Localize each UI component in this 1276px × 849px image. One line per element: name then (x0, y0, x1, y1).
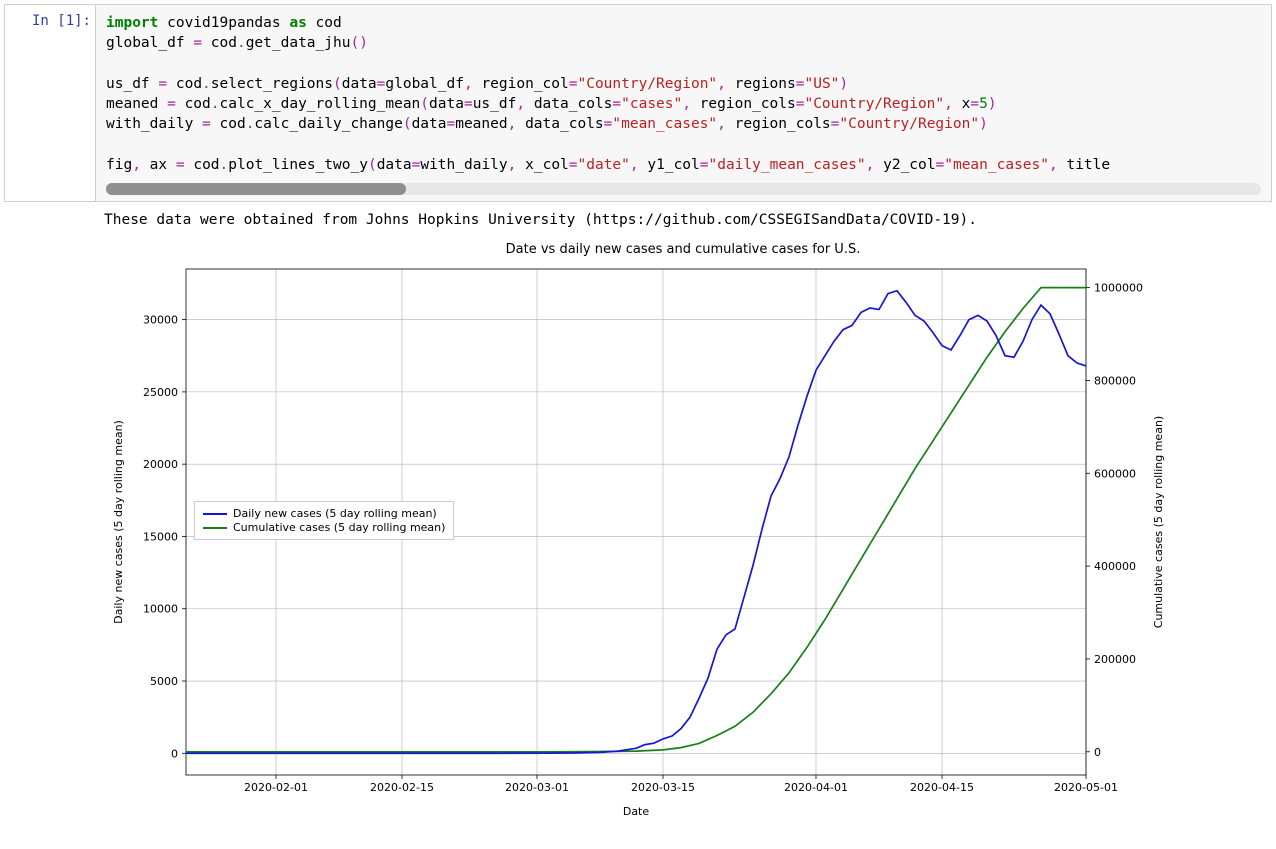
svg-text:15000: 15000 (143, 531, 178, 544)
output-text-area: These data were obtained from Johns Hopk… (4, 206, 1272, 234)
x-axis-label: Date (623, 805, 650, 818)
plot-container: 2020-02-01 2020-02-15 2020-03-01 2020-03-15… (104, 261, 1174, 821)
svg-text:5000: 5000 (150, 675, 178, 688)
input-prompt: In [1]: (5, 5, 95, 201)
y1-axis-label: Daily new cases (5 day rolling mean) (112, 421, 125, 625)
svg-text:0: 0 (171, 748, 178, 761)
legend: Daily new cases (5 day rolling mean)Cumu… (194, 501, 454, 540)
svg-text:1000000: 1000000 (1094, 282, 1143, 295)
output-text: These data were obtained from Johns Hopk… (94, 206, 1272, 234)
svg-text:0: 0 (1094, 746, 1101, 759)
svg-text:800000: 800000 (1094, 375, 1136, 388)
legend-label: Daily new cases (5 day rolling mean) (233, 507, 437, 520)
code-input-area[interactable]: import covid19pandas as cod global_df = … (95, 5, 1271, 201)
svg-text:2020-03-01: 2020-03-01 (505, 781, 569, 794)
chart-output-area: Date vs daily new cases and cumulative c… (4, 238, 1272, 841)
svg-text:30000: 30000 (143, 314, 178, 327)
horizontal-scrollbar[interactable] (106, 183, 1261, 195)
chart-title: Date vs daily new cases and cumulative c… (104, 242, 1262, 257)
svg-text:2020-04-01: 2020-04-01 (784, 781, 848, 794)
legend-label: Cumulative cases (5 day rolling mean) (233, 521, 445, 534)
svg-text:200000: 200000 (1094, 653, 1136, 666)
svg-text:400000: 400000 (1094, 560, 1136, 573)
svg-text:2020-02-15: 2020-02-15 (370, 781, 434, 794)
svg-text:25000: 25000 (143, 386, 178, 399)
legend-item: Daily new cases (5 day rolling mean) (203, 507, 445, 520)
chart-svg: 2020-02-01 2020-02-15 2020-03-01 2020-03-15… (104, 261, 1174, 821)
svg-text:2020-05-01: 2020-05-01 (1054, 781, 1118, 794)
code-cell: In [1]: import covid19pandas as cod glob… (4, 4, 1272, 202)
y2-axis-label: Cumulative cases (5 day rolling mean) (1152, 416, 1165, 628)
svg-text:2020-04-15: 2020-04-15 (910, 781, 974, 794)
svg-text:10000: 10000 (143, 603, 178, 616)
svg-text:2020-03-15: 2020-03-15 (631, 781, 695, 794)
svg-text:20000: 20000 (143, 459, 178, 472)
svg-text:2020-02-01: 2020-02-01 (244, 781, 308, 794)
scrollbar-thumb[interactable] (106, 183, 406, 195)
svg-text:600000: 600000 (1094, 468, 1136, 481)
legend-item: Cumulative cases (5 day rolling mean) (203, 521, 445, 534)
code-content: import covid19pandas as cod global_df = … (106, 13, 1261, 175)
